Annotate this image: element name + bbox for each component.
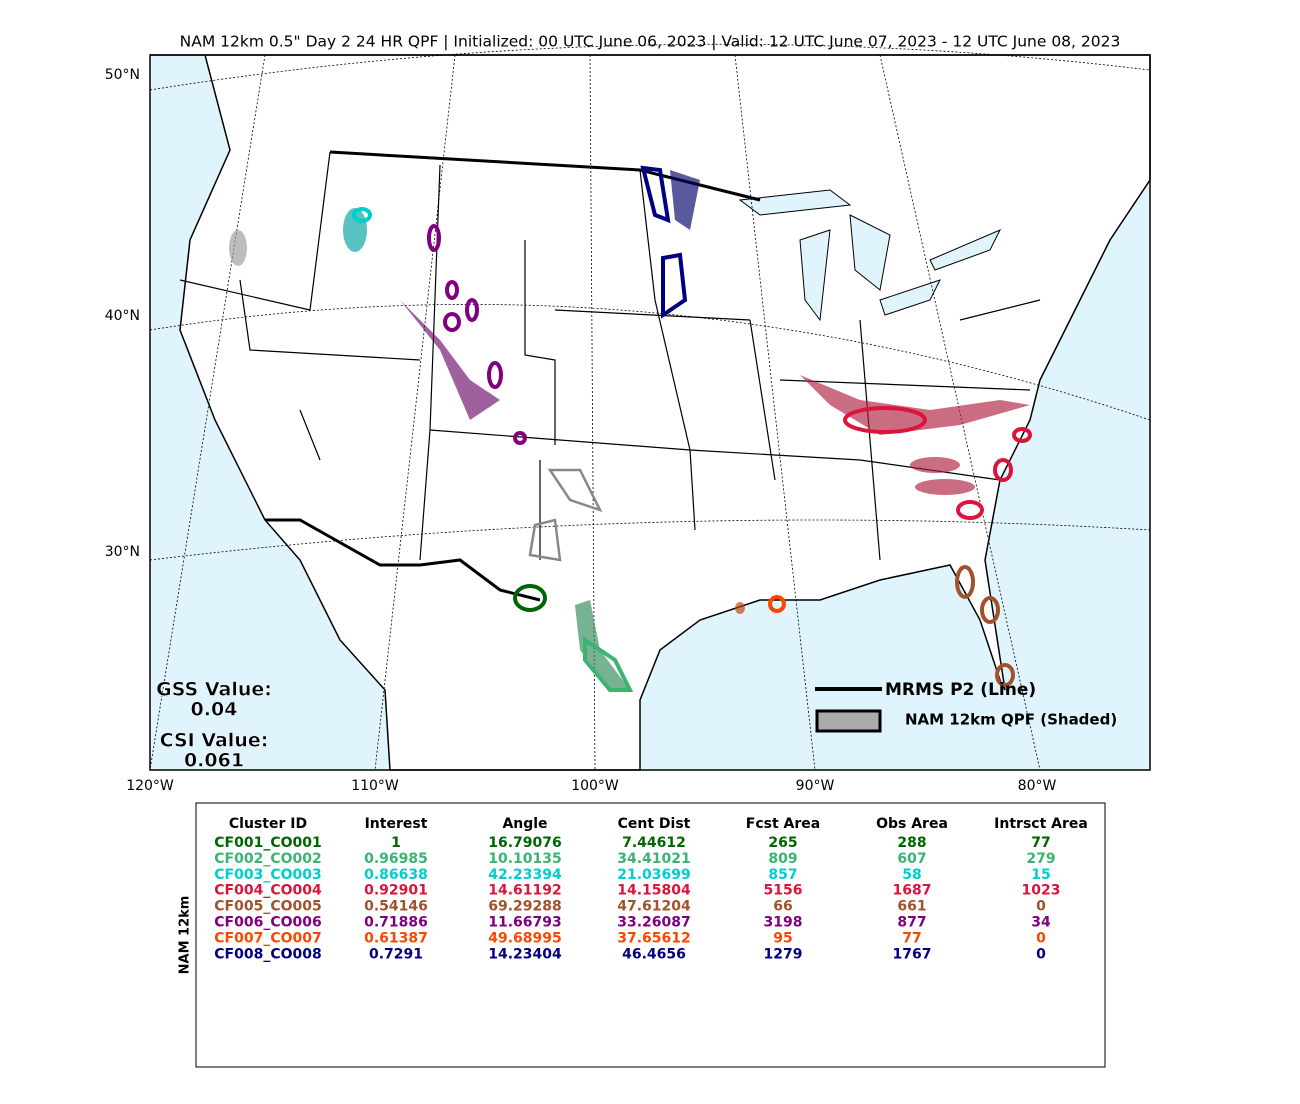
table-header: Fcst Area — [746, 816, 820, 832]
table-cell: 11.66793 — [488, 915, 562, 931]
land — [150, 54, 1151, 771]
table-cell: 0.71886 — [364, 915, 428, 931]
table-cell: 0.86638 — [364, 867, 428, 883]
obs-contours — [352, 165, 1032, 692]
lat-label: 40°N — [105, 308, 140, 324]
table-cell: 607 — [897, 851, 926, 867]
table-side-label: NAM 12km — [178, 896, 193, 975]
table-cell: CF007_CO007 — [214, 930, 321, 946]
graticule — [149, 43, 1151, 771]
table-cell: 1767 — [893, 946, 932, 962]
table-cell: 0.54146 — [364, 899, 428, 915]
table-cell: 69.29288 — [488, 899, 562, 915]
table-cell: 0.7291 — [369, 946, 423, 962]
lat-label: 30°N — [105, 544, 140, 560]
table-cell: 7.44612 — [622, 835, 686, 851]
table-cell: 46.4656 — [622, 946, 686, 962]
table-cell: 21.03699 — [617, 867, 691, 883]
table-cell: 34 — [1031, 915, 1051, 931]
table-cell: 0 — [1036, 930, 1046, 946]
table-cell: 5156 — [764, 883, 803, 899]
legend: MRMS P2 (Line) NAM 12km QPF (Shaded) — [815, 680, 1117, 733]
table-cell: CF005_CO005 — [214, 899, 321, 915]
table-cell: 14.61192 — [488, 883, 562, 899]
table-cell: 0.92901 — [364, 883, 428, 899]
table-cell: CF002_CO002 — [214, 851, 321, 867]
lon-label: 80°W — [1018, 778, 1057, 794]
table-cell: 42.23394 — [488, 867, 562, 883]
table-cell: CF001_CO001 — [214, 835, 321, 851]
lon-label: 110°W — [351, 778, 399, 794]
table-header: Intrsct Area — [994, 816, 1088, 832]
table-cell: 1 — [391, 835, 401, 851]
lon-label: 120°W — [126, 778, 174, 794]
table-cell: 809 — [768, 851, 797, 867]
table-cell: CF008_CO008 — [214, 946, 321, 962]
table-frame — [195, 802, 1106, 1068]
table-cell: 10.10135 — [488, 851, 562, 867]
map — [149, 43, 1151, 771]
table-cell: 14.23404 — [488, 946, 562, 962]
table-cell: 47.61204 — [617, 899, 691, 915]
table-cell: 16.79076 — [488, 835, 562, 851]
table-cell: 14.15804 — [617, 883, 691, 899]
table-cell: 77 — [1031, 835, 1050, 851]
table-cell: CF003_CO003 — [214, 867, 321, 883]
table-cell: 49.68995 — [488, 930, 562, 946]
gss-value: 0.04 — [191, 699, 238, 721]
map-frame — [149, 54, 1151, 771]
lon-label: 100°W — [571, 778, 619, 794]
table-cell: 33.26087 — [617, 915, 691, 931]
table-cell: 661 — [897, 899, 926, 915]
table-cell: 279 — [1026, 851, 1055, 867]
legend-entry: MRMS P2 (Line) — [885, 680, 1036, 700]
table-cell: CF006_CO006 — [214, 915, 321, 931]
table-cell: 288 — [897, 835, 926, 851]
table-cell: 15 — [1031, 867, 1050, 883]
table-cell: 857 — [768, 867, 797, 883]
table-cell: 66 — [773, 899, 792, 915]
title: NAM 12km 0.5" Day 2 24 HR QPF | Initiali… — [180, 33, 1121, 51]
table-cell: 0 — [1036, 946, 1046, 962]
legend-swatch — [815, 709, 882, 733]
table-cell: 95 — [773, 930, 792, 946]
lat-label: 50°N — [105, 67, 140, 83]
table-header: Interest — [365, 816, 428, 832]
table-cell: 3198 — [764, 915, 803, 931]
table: Cluster ID Interest Angle Cent Dist Fcst Are… — [214, 816, 1088, 962]
legend-entry: NAM 12km QPF (Shaded) — [905, 711, 1117, 729]
border — [265, 150, 761, 602]
table-cell: 0.96985 — [364, 851, 428, 867]
table-cell: 1687 — [893, 883, 932, 899]
table-cell: 37.65612 — [617, 930, 691, 946]
table-cell: 0 — [1036, 899, 1046, 915]
table-header: Cent Dist — [618, 816, 691, 832]
table-cell: 58 — [902, 867, 921, 883]
table-cell: 34.41021 — [617, 851, 691, 867]
table-cell: CF004_CO004 — [214, 883, 322, 899]
table-header: Obs Area — [876, 816, 948, 832]
table-cell: 0.61387 — [364, 930, 428, 946]
lakes — [738, 189, 1002, 322]
gss-label: GSS Value: — [156, 679, 272, 701]
table-cell: 1279 — [764, 946, 803, 962]
scores: GSS Value: 0.04 CSI Value: 0.061 — [156, 678, 272, 772]
table-cell: 265 — [768, 835, 797, 851]
table-cell: 1023 — [1022, 883, 1061, 899]
csi-label: CSI Value: — [160, 730, 269, 752]
table-cell: 877 — [897, 915, 926, 931]
table-header: Cluster ID — [229, 816, 307, 832]
lon-label: 90°W — [796, 778, 835, 794]
csi-value: 0.061 — [184, 750, 244, 772]
table-header: Angle — [502, 816, 547, 832]
table-cell: 77 — [902, 930, 921, 946]
